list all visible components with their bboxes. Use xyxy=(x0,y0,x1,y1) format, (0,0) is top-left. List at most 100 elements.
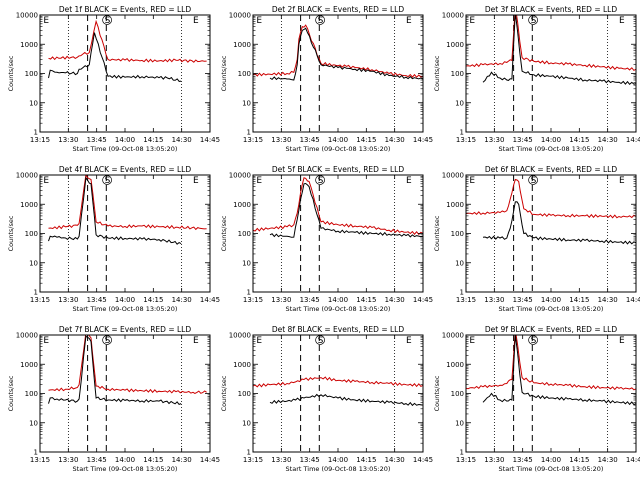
x-tick-label: 14:30 xyxy=(598,136,618,144)
interval-marker: E xyxy=(256,336,262,346)
marker-circle xyxy=(102,175,112,185)
y-tick-label: 10 xyxy=(242,259,251,267)
chart-title: Det 6f BLACK = Events, RED = LLD xyxy=(485,165,618,174)
series-line xyxy=(253,24,423,78)
interval-marker: E xyxy=(193,16,199,26)
x-tick-label: 13:30 xyxy=(58,456,78,464)
x-tick-label: 14:00 xyxy=(115,456,135,464)
plot-frame xyxy=(465,174,637,293)
series-line xyxy=(482,15,636,86)
chart-panel: Det 3f BLACK = Events, RED = LLD 1 10 100 10… xyxy=(433,5,640,153)
x-tick-label: 13:15 xyxy=(30,136,50,144)
plot-frame xyxy=(252,334,424,453)
x-tick-label: 13:15 xyxy=(456,136,476,144)
x-tick-label: 14:00 xyxy=(541,456,561,464)
x-tick-label: 13:45 xyxy=(513,136,533,144)
marker-circle xyxy=(528,15,538,25)
series-line xyxy=(48,32,182,82)
y-tick-label: 1000 xyxy=(446,41,464,49)
interval-marker: S xyxy=(318,16,324,26)
interval-marker: S xyxy=(531,16,537,26)
x-axis-label: Start Time (09-Oct-08 13:05:20) xyxy=(73,465,178,473)
x-axis-label: Start Time (09-Oct-08 13:05:20) xyxy=(73,145,178,153)
chart-title: Det 2f BLACK = Events, RED = LLD xyxy=(272,5,405,14)
x-tick-label: 13:15 xyxy=(30,456,50,464)
x-tick-label: 13:45 xyxy=(87,136,107,144)
y-tick-label: 10000 xyxy=(16,12,38,20)
y-tick-label: 1 xyxy=(460,289,464,297)
x-tick-label: 14:15 xyxy=(143,136,163,144)
y-tick-label: 100 xyxy=(451,230,464,238)
x-tick-label: 14:30 xyxy=(385,136,405,144)
y-tick-label: 1000 xyxy=(20,361,38,369)
x-tick-label: 13:45 xyxy=(300,296,320,304)
marker-circle xyxy=(528,175,538,185)
interval-marker: E xyxy=(469,176,475,186)
chart-panel: Det 7f BLACK = Events, RED = LLD 1 10 100 10… xyxy=(7,325,220,473)
y-axis-label: Counts/sec xyxy=(433,55,441,91)
y-tick-label: 100 xyxy=(238,390,251,398)
x-tick-label: 14:15 xyxy=(569,456,589,464)
chart-title: Det 5f BLACK = Events, RED = LLD xyxy=(272,165,405,174)
y-axis-label: Counts/sec xyxy=(220,375,228,411)
y-tick-label: 1 xyxy=(460,129,464,137)
series-line xyxy=(48,335,207,394)
interval-marker: E xyxy=(193,176,199,186)
y-tick-label: 100 xyxy=(238,70,251,78)
x-tick-label: 14:30 xyxy=(385,456,405,464)
y-axis-label: Counts/sec xyxy=(220,55,228,91)
series-line xyxy=(269,393,423,407)
x-tick-label: 13:30 xyxy=(58,296,78,304)
series-line xyxy=(48,19,207,63)
chart-panel: Det 6f BLACK = Events, RED = LLD 1 10 100 10… xyxy=(433,165,640,313)
y-tick-label: 10000 xyxy=(229,172,251,180)
x-axis-label: Start Time (09-Oct-08 13:05:20) xyxy=(73,305,178,313)
y-tick-label: 10000 xyxy=(442,12,464,20)
x-tick-label: 13:45 xyxy=(87,456,107,464)
y-tick-label: 1000 xyxy=(446,201,464,209)
interval-marker: E xyxy=(469,336,475,346)
x-tick-label: 14:15 xyxy=(569,296,589,304)
x-tick-label: 14:15 xyxy=(143,296,163,304)
y-tick-label: 10000 xyxy=(16,332,38,340)
series-line xyxy=(48,176,182,245)
x-tick-label: 13:15 xyxy=(243,456,263,464)
x-tick-label: 14:30 xyxy=(172,136,192,144)
x-tick-label: 14:30 xyxy=(172,296,192,304)
x-tick-label: 14:45 xyxy=(200,136,220,144)
y-tick-label: 100 xyxy=(25,70,38,78)
plot-frame xyxy=(252,14,424,133)
x-tick-label: 14:30 xyxy=(172,456,192,464)
x-axis-label: Start Time (09-Oct-08 13:05:20) xyxy=(286,305,391,313)
y-tick-label: 1000 xyxy=(233,41,251,49)
y-tick-label: 1 xyxy=(34,449,38,457)
y-axis-label: Counts/sec xyxy=(433,375,441,411)
y-axis-label: Counts/sec xyxy=(7,215,15,251)
y-tick-label: 10 xyxy=(455,419,464,427)
x-tick-label: 13:15 xyxy=(30,296,50,304)
y-tick-label: 1 xyxy=(247,129,251,137)
x-tick-label: 14:00 xyxy=(328,296,348,304)
y-tick-label: 100 xyxy=(25,390,38,398)
x-tick-label: 14:00 xyxy=(328,136,348,144)
x-tick-label: 13:45 xyxy=(300,456,320,464)
plot-frame xyxy=(39,334,211,453)
y-tick-label: 1000 xyxy=(233,201,251,209)
x-tick-label: 14:45 xyxy=(413,456,433,464)
x-tick-label: 14:30 xyxy=(385,296,405,304)
series-line xyxy=(48,175,207,231)
x-tick-label: 14:15 xyxy=(356,456,376,464)
x-tick-label: 14:00 xyxy=(541,296,561,304)
y-tick-label: 1 xyxy=(34,129,38,137)
x-tick-label: 14:45 xyxy=(200,296,220,304)
y-tick-label: 100 xyxy=(25,230,38,238)
x-tick-label: 14:45 xyxy=(626,136,640,144)
y-tick-label: 10000 xyxy=(442,172,464,180)
x-tick-label: 14:15 xyxy=(356,296,376,304)
series-line xyxy=(466,178,636,219)
y-tick-label: 1 xyxy=(460,449,464,457)
x-tick-label: 14:30 xyxy=(598,296,618,304)
marker-circle xyxy=(102,335,112,345)
y-tick-label: 10000 xyxy=(229,332,251,340)
